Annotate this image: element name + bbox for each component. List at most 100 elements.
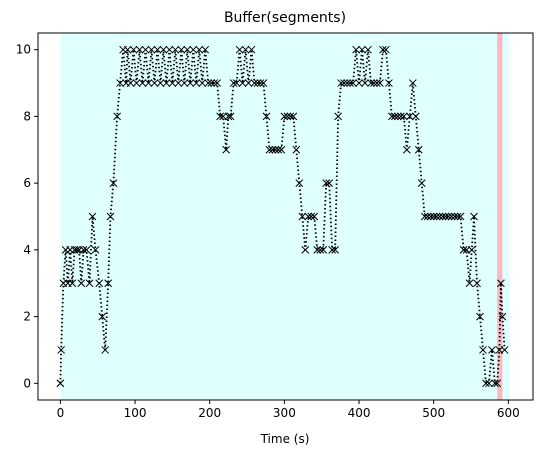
x-tick-label: 200 <box>198 406 221 420</box>
span <box>497 33 503 400</box>
marker <box>262 112 271 121</box>
x-tick-label: 500 <box>422 406 445 420</box>
marker <box>352 45 360 54</box>
marker <box>310 212 319 221</box>
marker <box>385 79 393 87</box>
marker <box>171 45 180 54</box>
marker <box>150 79 159 87</box>
marker <box>265 145 274 154</box>
marker <box>256 79 265 87</box>
marker <box>271 145 280 154</box>
marker <box>441 212 450 221</box>
y-tick-label: 2 <box>23 310 31 324</box>
marker <box>141 45 150 54</box>
marker <box>429 212 438 221</box>
marker <box>286 112 295 121</box>
marker <box>192 79 201 87</box>
marker <box>244 79 253 87</box>
marker <box>322 179 331 187</box>
marker <box>195 45 204 54</box>
marker <box>355 79 363 87</box>
marker <box>334 112 342 121</box>
marker <box>91 246 100 254</box>
marker <box>210 79 219 87</box>
marker <box>476 312 484 321</box>
marker <box>165 45 174 54</box>
x-tick-label: 0 <box>57 406 65 420</box>
line <box>59 48 506 385</box>
marker <box>132 79 141 87</box>
marker <box>289 112 298 121</box>
marker <box>498 312 507 321</box>
marker <box>274 145 283 154</box>
marker <box>235 45 244 54</box>
marker <box>444 212 453 221</box>
marker <box>116 79 124 87</box>
marker <box>423 212 432 221</box>
marker <box>277 145 286 154</box>
marker <box>295 179 304 187</box>
x-tick-label: 600 <box>497 406 520 420</box>
marker <box>147 45 156 54</box>
marker <box>126 79 135 87</box>
marker <box>500 346 509 354</box>
marker <box>250 79 259 87</box>
marker <box>241 45 250 54</box>
marker <box>168 79 177 87</box>
marker <box>373 79 381 87</box>
marker <box>198 79 207 87</box>
marker <box>447 212 456 221</box>
x-tick-label: 100 <box>124 406 147 420</box>
y-tick-label: 0 <box>23 376 31 390</box>
marker <box>473 279 481 288</box>
marker <box>411 112 420 121</box>
marker <box>213 79 222 87</box>
y-tick-label: 10 <box>16 43 31 57</box>
marker <box>129 45 138 54</box>
marker <box>343 79 351 87</box>
marker <box>222 145 230 154</box>
plot-frame <box>37 32 534 401</box>
marker <box>485 379 493 388</box>
marker <box>153 45 162 54</box>
marker <box>238 79 247 87</box>
marker <box>337 79 345 87</box>
marker <box>162 79 171 87</box>
marker <box>101 346 110 354</box>
marker <box>361 79 369 87</box>
marker <box>316 246 325 254</box>
marker <box>379 45 387 54</box>
marker <box>405 112 414 121</box>
marker <box>376 79 384 87</box>
marker <box>465 279 474 288</box>
marker <box>459 246 468 254</box>
marker <box>482 379 490 388</box>
marker <box>216 112 225 121</box>
marker <box>493 379 502 388</box>
marker <box>298 212 307 221</box>
marker <box>420 212 429 221</box>
marker <box>183 45 192 54</box>
marker <box>259 79 268 87</box>
marker <box>399 112 408 121</box>
marker <box>226 112 235 121</box>
marker <box>109 179 118 187</box>
marker <box>328 246 337 254</box>
marker <box>159 45 168 54</box>
marker <box>307 212 316 221</box>
marker <box>331 246 340 254</box>
marker <box>313 246 322 254</box>
marker <box>57 346 65 354</box>
marker <box>367 79 375 87</box>
marker <box>207 79 216 87</box>
marker <box>301 246 310 254</box>
marker <box>319 246 328 254</box>
marker <box>470 212 478 221</box>
marker <box>56 379 65 388</box>
marker <box>229 79 238 87</box>
marker <box>224 112 233 121</box>
marker <box>98 312 107 321</box>
marker <box>402 145 411 154</box>
marker <box>479 346 487 354</box>
